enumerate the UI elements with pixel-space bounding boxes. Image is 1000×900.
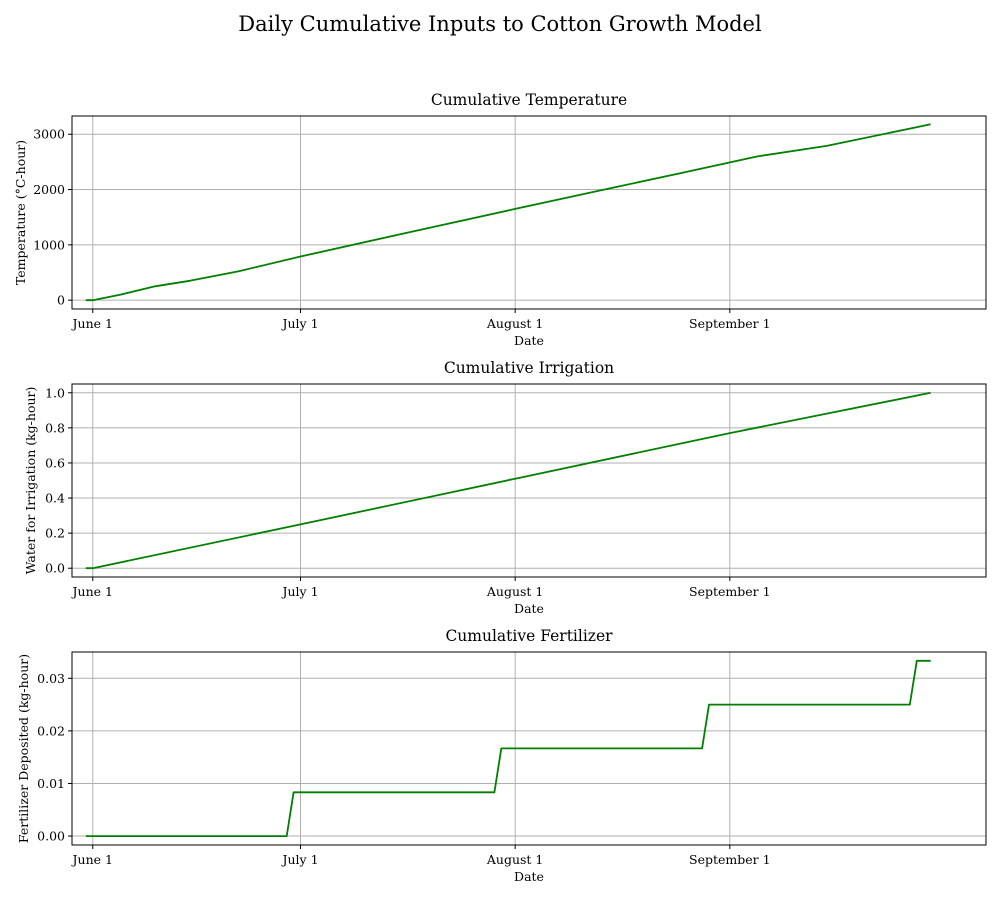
chart-3-y-axis-label: Fertilizer Deposited (kg-hour) xyxy=(16,654,31,843)
chart-1-y-tick-label: 1000 xyxy=(33,237,65,252)
chart-2-title: Cumulative Irrigation xyxy=(444,359,614,377)
chart-2-x-tick-label: July 1 xyxy=(280,584,318,599)
chart-3-y-tick-label: 0.03 xyxy=(37,671,65,686)
chart-1-axes-frame xyxy=(71,115,987,310)
chart-1-x-tick-label: September 1 xyxy=(689,316,771,331)
chart-3-axes-frame xyxy=(71,651,987,846)
chart-1-y-tick-label: 0 xyxy=(57,293,65,308)
chart-2-y-tick-label: 0.8 xyxy=(45,420,65,435)
chart-2-y-tick-label: 0.4 xyxy=(45,491,65,506)
chart-3-x-tick-label: September 1 xyxy=(689,852,771,867)
chart-2-x-tick-label: June 1 xyxy=(71,584,113,599)
chart-2-y-tick-label: 1.0 xyxy=(45,385,65,400)
chart-1-y-tick-label: 3000 xyxy=(33,127,65,142)
chart-2-y-tick-label: 0.2 xyxy=(45,526,65,541)
chart-2-y-axis-label: Water for Irrigation (kg-hour) xyxy=(23,387,38,575)
chart-3-title: Cumulative Fertilizer xyxy=(445,627,613,645)
chart-3-series-line xyxy=(85,659,931,837)
figure-title: Daily Cumulative Inputs to Cotton Growth… xyxy=(238,12,762,36)
chart-1-panel: June 1 July 1 August 1 September 1 0 1000 2000… xyxy=(13,91,987,348)
chart-2-x-tick-label: September 1 xyxy=(689,584,771,599)
chart-2-panel: June 1 July 1 August 1 September 1 0.0 0.2 0.4… xyxy=(23,359,987,616)
chart-1-x-tick-label: August 1 xyxy=(486,316,544,331)
chart-1-y-tick-label: 2000 xyxy=(33,182,65,197)
chart-3-y-tick-label: 0.01 xyxy=(37,776,65,791)
chart-1-x-tick-label: June 1 xyxy=(71,316,113,331)
chart-3-panel: June 1 July 1 August 1 September 1 0.00 0.01 0… xyxy=(16,627,987,884)
chart-1-series-line xyxy=(85,123,931,302)
chart-1-x-tick-label: July 1 xyxy=(280,316,318,331)
chart-3-x-tick-label: June 1 xyxy=(71,852,113,867)
chart-3-y-tick-label: 0.00 xyxy=(37,829,65,844)
chart-3-x-tick-label: August 1 xyxy=(486,852,544,867)
chart-2-series-line xyxy=(85,391,931,570)
chart-2-x-axis-label: Date xyxy=(514,601,544,616)
chart-2-axes-frame xyxy=(71,383,987,578)
chart-3-x-tick-label: July 1 xyxy=(280,852,318,867)
chart-1-title: Cumulative Temperature xyxy=(431,91,627,109)
chart-3-x-axis-label: Date xyxy=(514,869,544,884)
chart-2-x-tick-label: August 1 xyxy=(486,584,544,599)
chart-1-y-axis-label: Temperature (°C-hour) xyxy=(13,140,28,285)
chart-2-y-tick-label: 0.6 xyxy=(45,455,65,470)
chart-3-y-tick-label: 0.02 xyxy=(37,723,65,738)
chart-2-y-tick-label: 0.0 xyxy=(45,561,65,576)
chart-1-x-axis-label: Date xyxy=(514,333,544,348)
